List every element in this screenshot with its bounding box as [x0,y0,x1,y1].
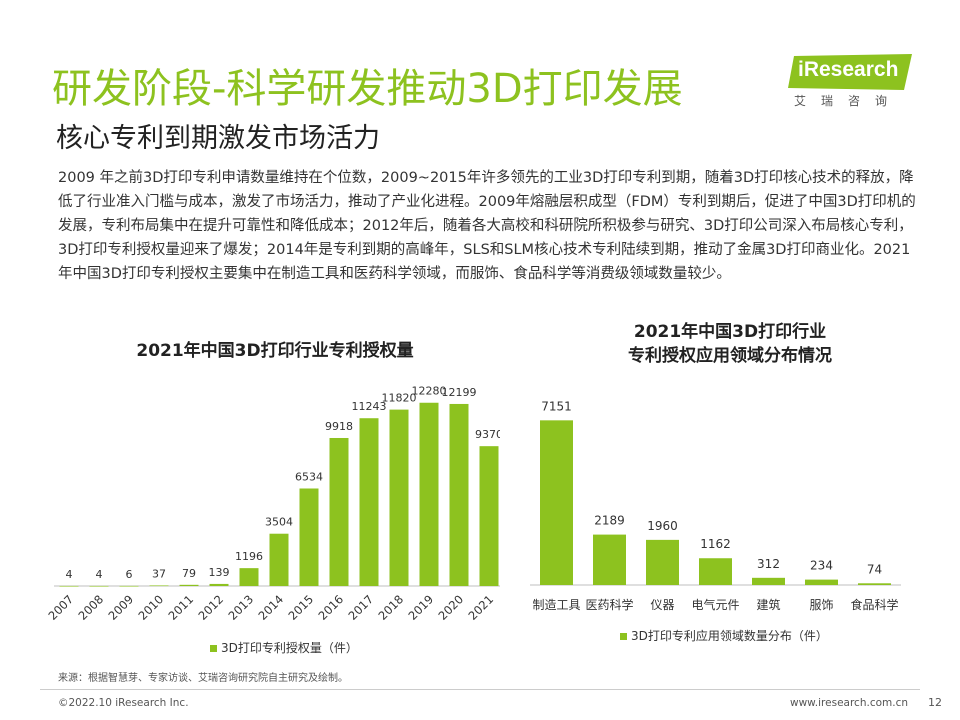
chart2-data-label: 1960 [647,519,678,533]
chart1-tick-label: 2011 [166,592,197,623]
chart2-bar [593,534,626,585]
chart1-bar [209,583,229,586]
chart1-legend-swatch [210,645,217,652]
chart2-bar [752,577,785,585]
chart2-tick-label: 食品科学 [850,597,898,612]
footer-copyright: ©2022.10 iResearch Inc. [58,697,189,709]
chart1-tick-label: 2010 [136,592,167,623]
chart2-tick-label: 仪器 [650,598,674,612]
chart2-bar [858,583,891,585]
chart2-tick-label: 制造工具 [532,598,580,612]
chart1-data-label: 12280 [412,385,447,398]
chart1-tick-label: 2016 [316,592,347,623]
chart2-tick-label: 电气元件 [691,597,739,612]
chart1-bar [479,446,499,586]
chart1-legend-label: 3D打印专利授权量（件） [221,641,358,655]
chart1-bar [389,409,409,586]
logo-badge-shape [788,54,912,90]
chart1-data-label: 9918 [325,420,353,433]
logo-cn-text: 艾瑞咨询 [794,94,903,108]
chart1-data-label: 11820 [382,392,417,405]
chart2-data-label: 74 [867,562,882,576]
chart1-data-label: 3504 [265,516,293,529]
chart2-data-label: 2189 [594,514,625,528]
chart1-tick-label: 2008 [76,592,107,623]
chart1-tick-label: 2020 [436,592,467,623]
page-title: 研发阶段-科学研发推动3D打印发展 [52,66,683,112]
body-paragraph: 2009 年之前3D打印专利申请数量维持在个位数，2009~2015年许多领先的… [58,170,916,282]
chart1-data-label: 4 [96,568,103,581]
chart1-data-label: 37 [152,567,166,580]
chart2-data-label: 1162 [700,537,731,551]
chart1-data-label: 6534 [295,470,323,483]
chart2-bar [699,558,732,585]
chart-patent-application-fields: 7151 制造工具 2189 医药科学 1960 仪器 1162 电气元件 312 建筑 234 服饰… [530,399,901,612]
chart1-bar [419,402,439,586]
chart1-tick-label: 2009 [106,592,137,623]
chart1-bar [179,584,199,586]
chart1-bar [269,533,289,586]
chart1-data-label: 1196 [235,550,263,563]
chart2-data-label: 234 [810,559,833,573]
chart1-data-label: 9370 [475,428,500,441]
chart1-data-label: 6 [126,568,133,581]
chart1-legend: 3D打印专利授权量（件） [210,639,358,656]
chart1-tick-label: 2018 [376,592,407,623]
chart1-title: 2021年中国3D打印行业专利授权量 [136,341,414,361]
chart1-data-label: 139 [209,566,230,579]
footer-divider [40,689,920,690]
chart1-tick-label: 2019 [406,592,437,623]
chart1-tick-label: 2021 [466,592,497,623]
chart2-data-label: 7151 [541,399,572,413]
chart2-data-label: 312 [757,557,780,571]
chart1-bar [449,403,469,586]
chart1-bar [119,585,139,587]
chart2-title: 2021年中国3D打印行业 专利授权应用领域分布情况 [628,322,832,366]
page-subtitle: 核心专利到期激发市场活力 [56,123,380,154]
chart1-bar [239,568,259,586]
chart1-bar [89,585,109,587]
chart1-bar [359,418,379,586]
chart1-tick-label: 2014 [256,592,287,623]
chart1-tick-label: 2007 [46,592,77,623]
chart1-tick-label: 2015 [286,592,317,623]
chart1-bar [329,437,349,586]
source-note: 来源：根据智慧芽、专家访谈、艾瑞咨询研究院自主研究及绘制。 [58,673,348,684]
chart2-tick-label: 医药科学 [585,597,633,612]
chart1-data-label: 4 [66,568,73,581]
chart2-legend: 3D打印专利应用领域数量分布（件） [620,627,828,644]
chart2-bar [540,420,573,585]
iresearch-logo: iResearch 艾瑞咨询 [788,54,914,110]
chart1-data-label: 12199 [442,386,477,399]
chart1-bar [299,488,319,586]
page-number: 12 [928,696,942,709]
chart-patent-grants-by-year: 4200742008620093720107920111392012119620… [46,385,500,623]
chart1-tick-label: 2017 [346,592,377,623]
chart1-data-label: 11243 [352,400,387,413]
chart1-bar [59,585,79,587]
chart2-legend-swatch [620,633,627,640]
footer-website: www.iresearch.com.cn [790,697,909,709]
chart2-tick-label: 服饰 [809,598,833,612]
chart2-legend-label: 3D打印专利应用领域数量分布（件） [631,629,828,643]
chart1-data-label: 79 [182,567,196,580]
chart2-bar [805,579,838,585]
chart2-bar [646,539,679,585]
chart2-tick-label: 建筑 [756,597,780,612]
chart1-bar [149,585,169,587]
chart1-tick-label: 2013 [226,592,257,623]
logo-brand-text: iResearch [798,58,899,81]
chart1-tick-label: 2012 [196,592,227,623]
